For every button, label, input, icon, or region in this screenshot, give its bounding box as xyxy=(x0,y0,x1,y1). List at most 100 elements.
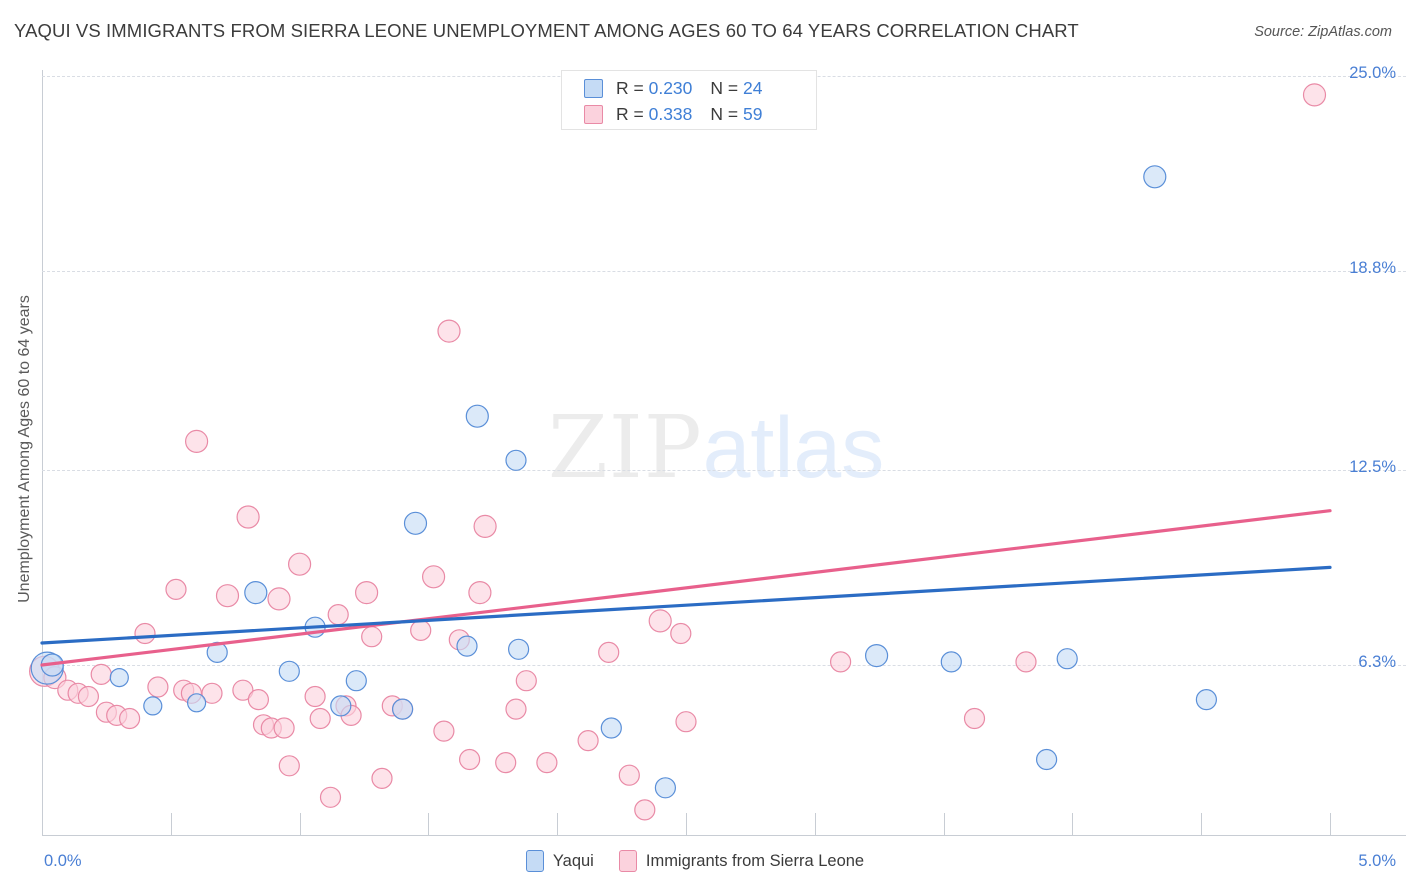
data-point xyxy=(278,755,300,777)
data-point xyxy=(330,695,352,717)
series-legend: Yaqui Immigrants from Sierra Leone xyxy=(0,850,1406,872)
data-point xyxy=(1015,651,1037,673)
data-point xyxy=(201,682,223,704)
data-point xyxy=(1035,748,1058,771)
x-axis-tick xyxy=(1330,813,1331,835)
data-point xyxy=(654,777,677,799)
data-point xyxy=(515,670,537,692)
data-point xyxy=(147,676,169,698)
trendline-immigrants-from-sierra-leone xyxy=(40,509,1332,667)
data-point xyxy=(304,685,326,708)
data-point xyxy=(495,751,517,774)
data-point xyxy=(345,670,367,692)
legend-label-sierra-leone: Immigrants from Sierra Leone xyxy=(645,851,865,870)
legend-stats-yaqui: R = 0.230 N = 24 xyxy=(616,78,762,99)
data-point xyxy=(456,635,478,657)
x-axis-tick xyxy=(299,813,301,835)
data-point xyxy=(327,603,349,626)
series-yaqui xyxy=(30,165,1218,799)
data-point xyxy=(468,580,492,605)
r-value-1: 0.230 xyxy=(648,77,693,98)
data-point xyxy=(829,651,852,673)
data-point xyxy=(634,799,656,821)
data-point xyxy=(355,580,379,605)
x-axis-tick xyxy=(686,813,687,835)
data-point xyxy=(648,609,672,633)
data-point xyxy=(165,578,187,601)
gridline xyxy=(42,271,1406,273)
n-value-1: 24 xyxy=(742,77,763,98)
data-point xyxy=(940,651,962,673)
data-point xyxy=(371,767,393,790)
r-label-1: R = xyxy=(616,77,649,98)
data-point xyxy=(507,638,530,660)
data-point xyxy=(392,698,414,720)
legend-swatch-yaqui xyxy=(584,78,603,98)
legend-marker-sierra-leone xyxy=(618,850,637,872)
data-point xyxy=(247,688,269,711)
data-point xyxy=(109,667,129,688)
data-point xyxy=(410,619,432,642)
x-axis-line xyxy=(42,835,1406,836)
x-axis-tick xyxy=(1072,813,1074,835)
data-point xyxy=(536,751,558,774)
correlation-legend: R = 0.230 N = 24 R = 0.338 N = 59 xyxy=(561,70,817,130)
source-label: Source: ZipAtlas.com xyxy=(1254,24,1392,40)
data-point xyxy=(403,511,428,535)
data-point xyxy=(90,663,112,686)
gridline xyxy=(42,469,1406,471)
data-point xyxy=(119,707,141,730)
legend-row-sierra-leone: R = 0.338 N = 59 xyxy=(584,101,762,127)
data-point xyxy=(77,685,100,708)
data-point xyxy=(618,764,640,786)
y-axis-tick-label: 12.5% xyxy=(1349,457,1396,476)
data-point xyxy=(433,720,455,742)
data-point xyxy=(187,693,207,713)
x-axis-tick xyxy=(428,813,430,835)
data-point xyxy=(422,565,446,589)
data-point xyxy=(598,641,620,664)
r-label-2: R = xyxy=(616,103,649,124)
data-point xyxy=(459,748,481,771)
data-point xyxy=(864,643,889,668)
data-point xyxy=(1056,648,1078,670)
x-axis-tick xyxy=(943,813,945,835)
data-point xyxy=(675,711,697,733)
gridline xyxy=(42,665,1406,666)
data-point xyxy=(505,449,527,471)
n-value-2: 59 xyxy=(742,103,763,124)
data-point xyxy=(143,696,163,716)
y-axis-tick-label: 18.8% xyxy=(1349,259,1396,278)
data-point xyxy=(319,786,342,808)
n-label-1: N = xyxy=(710,77,743,98)
data-point xyxy=(244,580,268,605)
data-point xyxy=(1143,165,1167,189)
data-point xyxy=(361,626,383,648)
page-title: YAQUI VS IMMIGRANTS FROM SIERRA LEONE UN… xyxy=(14,20,1079,41)
data-point xyxy=(236,505,260,529)
x-axis-tick-label-min: 0.0% xyxy=(44,852,82,870)
data-point xyxy=(273,717,295,739)
n-label-2: N = xyxy=(710,103,743,124)
x-axis-tick xyxy=(42,813,43,835)
x-axis-tick xyxy=(170,813,172,835)
legend-swatch-sierra-leone xyxy=(584,104,603,124)
legend-row-yaqui: R = 0.230 N = 24 xyxy=(584,75,762,101)
y-axis-line xyxy=(42,70,43,835)
x-axis-tick-label-max: 5.0% xyxy=(1358,852,1396,870)
legend-label-yaqui: Yaqui xyxy=(552,851,594,870)
data-point xyxy=(134,622,156,645)
y-axis-tick-label: 6.3% xyxy=(1358,653,1396,671)
legend-marker-yaqui xyxy=(525,850,544,872)
data-point xyxy=(600,717,622,739)
data-point xyxy=(505,698,527,720)
data-point xyxy=(309,707,331,730)
data-point xyxy=(267,587,291,611)
data-point xyxy=(1195,688,1218,711)
data-point xyxy=(288,552,312,576)
series-immigrants-from-sierra-leone xyxy=(28,83,1327,821)
x-axis-tick xyxy=(557,813,559,835)
data-point xyxy=(215,584,240,608)
r-value-2: 0.338 xyxy=(648,103,693,124)
